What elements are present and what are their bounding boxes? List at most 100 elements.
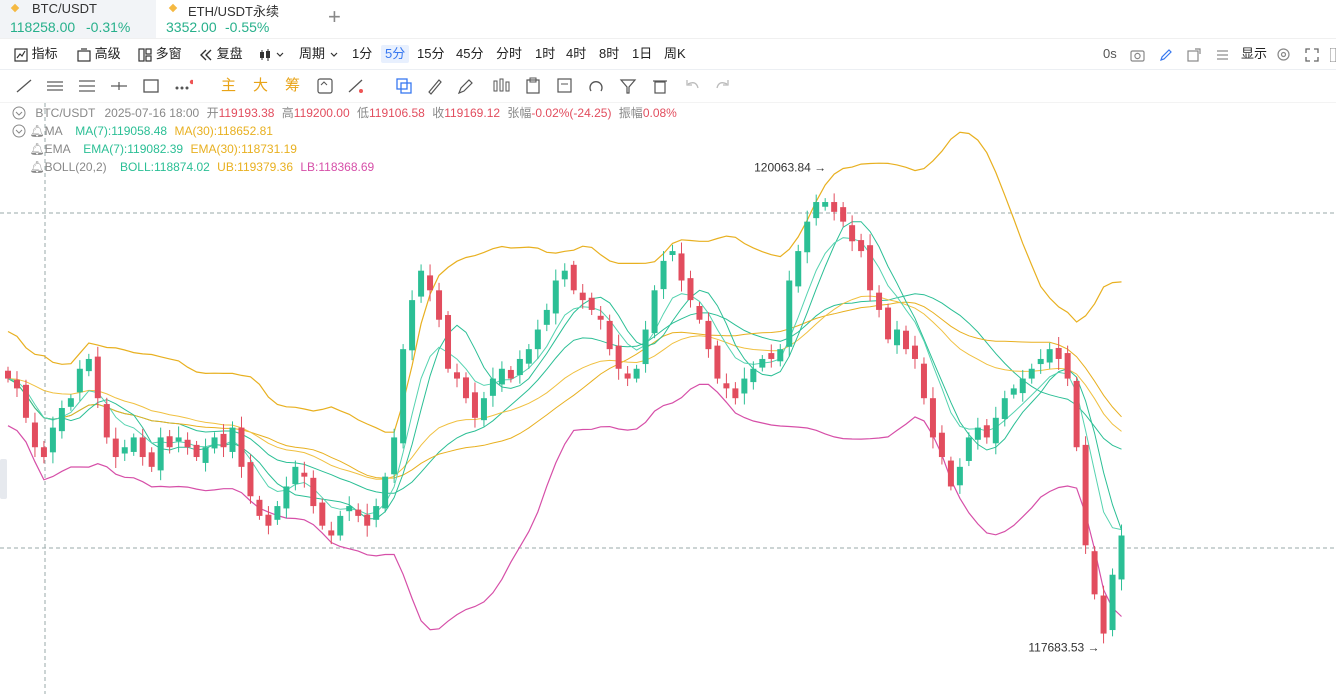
draw-edit-button[interactable] (1159, 45, 1174, 63)
pen-icon[interactable] (456, 76, 476, 96)
candle-body (58, 408, 65, 432)
period-label: 周期 (299, 46, 326, 61)
collapse-chevron-icon[interactable] (12, 124, 26, 138)
settings-button[interactable] (1276, 45, 1291, 63)
interval-15m[interactable]: 15分 (417, 46, 445, 61)
candle-body (265, 514, 272, 526)
interval-4h[interactable]: 4时 (566, 46, 587, 61)
candle-body (175, 437, 182, 442)
tab-price: 118258.00 (10, 19, 76, 35)
interval-1m[interactable]: 1分 (352, 46, 373, 61)
candle-body (148, 452, 155, 467)
screenshot-button[interactable] (1130, 45, 1145, 63)
alert-bell-icon[interactable]: 🔔︎ (29, 160, 45, 174)
legend-open-label: 开 (206, 106, 219, 120)
interval-timeshare[interactable]: 分时 (496, 46, 523, 61)
interval-45m[interactable]: 45分 (456, 46, 484, 61)
list-icon (1217, 49, 1228, 60)
candle-body (40, 447, 47, 458)
fullscreen-button[interactable] (1305, 45, 1319, 63)
add-tab-button[interactable]: + (328, 4, 341, 29)
candle-body (579, 292, 586, 301)
alert-bell-icon[interactable]: 🔔︎ (29, 142, 45, 156)
more-icon[interactable] (1330, 45, 1336, 63)
chips-button[interactable]: 筹 (285, 77, 301, 94)
bars-icon[interactable] (491, 76, 511, 96)
candle-body (445, 315, 452, 369)
tab-btc-usdt[interactable]: BTC/USDT 118258.00 -0.31% (0, 0, 156, 38)
period-dropdown[interactable]: 周期 (299, 45, 339, 63)
interval-1h[interactable]: 1时 (535, 46, 556, 61)
high-price-marker: 120063.84 → (754, 160, 826, 174)
advanced-button[interactable]: 高级 (77, 45, 121, 63)
interval-week[interactable]: 周K (664, 46, 686, 61)
interval-1d[interactable]: 1日 (632, 46, 653, 61)
interval-5m[interactable]: 5分 (381, 45, 410, 63)
candle-body (355, 509, 362, 516)
favorite-diamond-icon (168, 3, 178, 13)
candle-body (382, 476, 389, 509)
redo-icon[interactable] (713, 76, 733, 96)
swap-icon[interactable] (315, 76, 335, 96)
candle-body (1109, 574, 1116, 631)
candle-body (301, 472, 308, 477)
horizontal-line-icon[interactable] (109, 76, 129, 96)
interval-8h[interactable]: 8时 (599, 46, 620, 61)
filter-icon[interactable] (618, 76, 638, 96)
legend-open: 119193.38 (218, 106, 275, 120)
external-link-button[interactable] (1187, 45, 1202, 63)
more-tools-icon[interactable] (173, 76, 193, 96)
rectangle-icon[interactable] (141, 76, 161, 96)
magnet-icon[interactable] (586, 76, 606, 96)
trend-line-icon[interactable] (14, 76, 34, 96)
layout-button[interactable] (1215, 45, 1230, 63)
trash-icon[interactable] (650, 76, 670, 96)
ema-row: 🔔︎EMA EMA(7):119082.39 EMA(30):118731.19 (12, 141, 297, 157)
legend-amp: 0.08% (642, 106, 677, 120)
candle-body (1082, 444, 1089, 546)
candle-body (498, 368, 505, 385)
candle-body (804, 221, 811, 253)
candle-body (373, 506, 380, 520)
chart-type-dropdown[interactable] (259, 45, 285, 63)
copy-icon[interactable] (394, 76, 414, 96)
candle-body (229, 427, 236, 452)
replay-button[interactable]: 复盘 (199, 45, 243, 63)
legend-change: -0.02%(-24.25) (531, 106, 612, 120)
candle-body (67, 398, 74, 407)
collapse-chevron-icon[interactable] (12, 106, 26, 120)
undo-icon[interactable] (682, 76, 702, 96)
candle-body (741, 378, 748, 394)
indicator-button[interactable]: 指标 (14, 45, 58, 63)
parallel-lines-icon[interactable] (45, 76, 65, 96)
candle-body (903, 330, 909, 350)
multi-window-label: 多窗 (155, 46, 182, 61)
candle-body (858, 240, 865, 252)
multi-window-button[interactable]: 多窗 (138, 45, 182, 63)
candle-body (786, 280, 793, 347)
candle-body (911, 345, 918, 359)
candle-body (49, 427, 56, 453)
candle-body (543, 309, 550, 325)
camera-icon (1130, 49, 1145, 62)
candle-body (283, 486, 290, 509)
brush-icon[interactable] (425, 76, 445, 96)
candle-body (938, 432, 945, 458)
display-button[interactable]: 显示 (1241, 46, 1268, 61)
alert-bell-icon[interactable]: 🔔︎ (29, 124, 45, 138)
candlestick-chart[interactable]: 120063.84 → 117683.53 → (0, 103, 1336, 694)
main-chart-button[interactable]: 主 (221, 77, 237, 94)
candle-body (220, 433, 227, 448)
edit-note-icon[interactable] (555, 76, 575, 96)
candle-body (1100, 595, 1107, 634)
symbol-tab-bar: BTC/USDT 118258.00 -0.31% ETH/USDT永续 335… (0, 0, 1336, 39)
clipboard-icon[interactable] (523, 76, 543, 96)
candle-body (247, 462, 254, 497)
candle-body (813, 202, 820, 219)
measure-icon[interactable] (346, 76, 366, 96)
candle-body (121, 447, 128, 454)
big-order-button[interactable]: 大 (253, 77, 269, 94)
tab-eth-usdt[interactable]: ETH/USDT永续 3352.00 -0.55% (158, 0, 318, 38)
candle-body (184, 439, 191, 448)
channel-icon[interactable] (77, 76, 97, 96)
